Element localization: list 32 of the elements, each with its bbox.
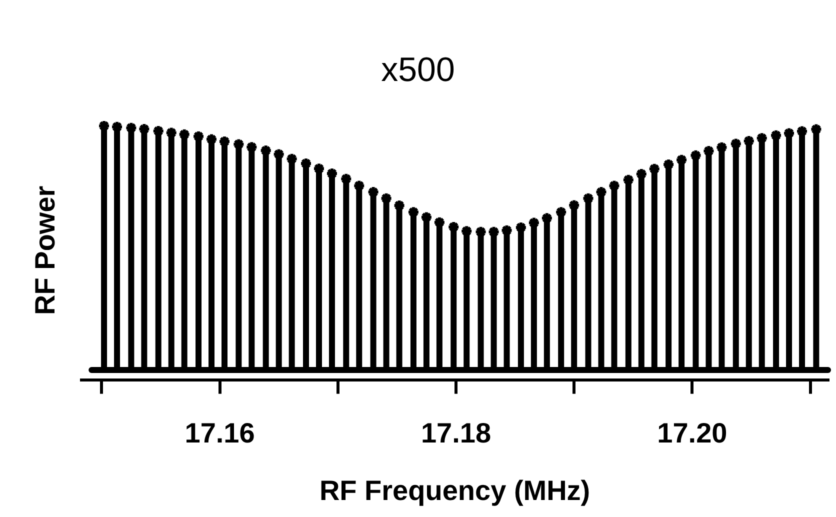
point	[392, 198, 406, 212]
x-axis-title: RF Frequency (MHz)	[319, 474, 590, 506]
point	[622, 173, 635, 186]
point	[514, 220, 528, 234]
point	[648, 162, 661, 176]
point	[447, 220, 460, 234]
point	[568, 198, 581, 212]
point	[500, 224, 514, 237]
point	[770, 128, 783, 142]
point	[325, 166, 338, 180]
point	[474, 225, 488, 238]
text: x500	[380, 50, 456, 90]
x-tick-label: 17.18	[420, 417, 492, 448]
point	[110, 121, 124, 134]
point	[582, 192, 595, 205]
point	[689, 148, 702, 162]
point	[178, 128, 191, 141]
point	[98, 121, 111, 132]
y-axis-title: RF Power	[30, 186, 61, 315]
point	[340, 172, 353, 186]
x-tick-label: 17.16	[184, 417, 255, 448]
point	[715, 140, 728, 154]
point	[164, 126, 178, 140]
point	[124, 121, 138, 134]
point	[634, 167, 648, 180]
point	[299, 156, 312, 170]
point	[380, 192, 393, 205]
point	[487, 225, 500, 238]
point	[662, 158, 676, 171]
point	[527, 216, 540, 230]
point	[285, 152, 298, 166]
x-tick-label: 17.20	[657, 417, 728, 448]
